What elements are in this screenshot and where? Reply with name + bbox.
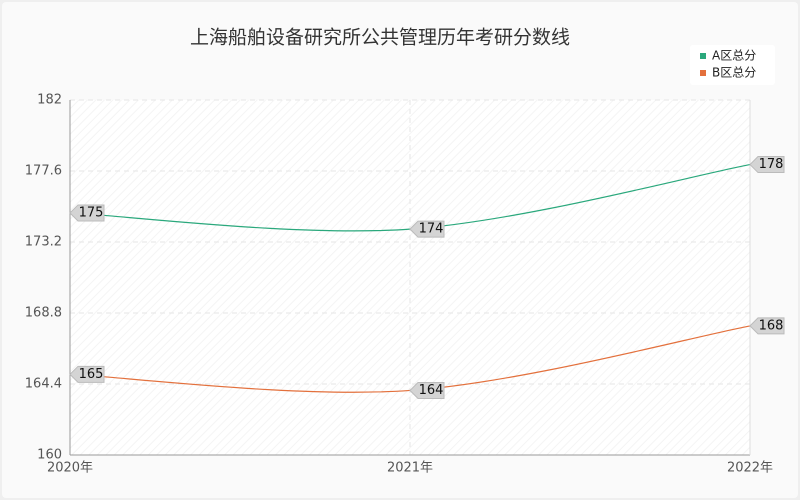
x-tick-label: 2021年 [387,461,433,476]
y-tick-label: 168.8 [25,306,62,321]
legend-label: B区总分 [712,66,756,80]
legend-swatch [700,70,706,76]
value-label-bg [69,365,105,383]
legend-label: A区总分 [712,49,756,63]
plot-hatch [70,100,750,455]
x-tick-label: 2020年 [47,461,93,476]
value-label: 165 [79,367,104,382]
value-label-bg [409,381,445,399]
value-label: 175 [79,205,104,220]
value-label: 168 [759,318,784,333]
legend-swatch [700,53,706,59]
y-tick-label: 182 [37,93,62,108]
chart-title: 上海船舶设备研究所公共管理历年考研分数线 [190,27,570,49]
value-label-bg [409,220,445,238]
legend-box [690,45,775,85]
value-label-bg [749,317,785,335]
y-tick-label: 160 [37,448,62,463]
value-label: 164 [419,383,444,398]
y-tick-label: 177.6 [25,164,62,179]
x-tick-label: 2022年 [727,461,773,476]
value-label-bg [749,156,785,174]
y-tick-label: 164.4 [25,377,62,392]
value-label-bg [69,204,105,222]
value-label: 174 [419,222,444,237]
y-tick-label: 173.2 [25,235,62,250]
value-label: 178 [759,157,784,172]
